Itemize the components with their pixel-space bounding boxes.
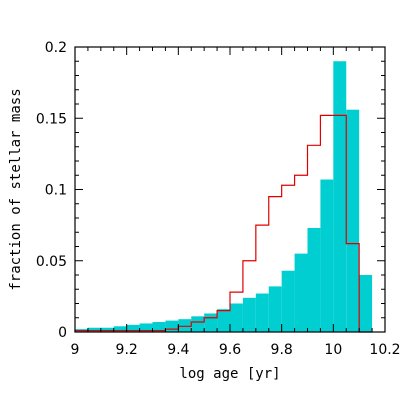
histogram-bar (204, 313, 218, 332)
y-tick-label: 0 (58, 325, 67, 341)
x-tick-label: 9.8 (271, 342, 293, 358)
histogram-bar (281, 270, 295, 332)
x-tick-label: 9 (71, 342, 80, 358)
y-tick-label: 0.05 (36, 254, 67, 270)
histogram-bar (165, 320, 179, 332)
y-axis-label: fraction of stellar mass (8, 88, 24, 290)
x-tick-label: 9.4 (167, 342, 189, 358)
histogram-bar (268, 286, 282, 332)
histogram-bar (255, 293, 269, 332)
histogram-bar (100, 327, 114, 332)
x-axis-label: log age [yr] (179, 366, 280, 382)
histogram-bar (217, 309, 230, 332)
x-tick-label: 9.6 (219, 342, 241, 358)
x-tick-label: 10 (324, 342, 342, 358)
histogram-bar (178, 319, 192, 332)
cyan-histogram-bars (75, 61, 373, 332)
histogram-bar (333, 61, 347, 332)
y-tick-label: 0.15 (36, 111, 67, 127)
axis-ticks (74, 46, 386, 333)
histogram-bar (307, 227, 321, 332)
histogram-bar (320, 179, 334, 332)
histogram-bar (346, 109, 360, 332)
histogram-bar (139, 323, 153, 332)
x-tick-label: 9.2 (116, 342, 138, 358)
histogram-bar (152, 322, 166, 332)
histogram-bar (230, 303, 243, 332)
x-tick-label: 10.2 (369, 342, 400, 358)
y-tick-label: 0.2 (45, 40, 67, 56)
histogram-bar (126, 324, 140, 332)
histogram-bar (294, 253, 308, 332)
histogram-bar (242, 297, 256, 332)
histogram-bar (191, 316, 205, 332)
tick-labels: 9 9.2 9.4 9.6 9.8 10 10.2 0 0.05 0.1 0.15 0.2 (36, 40, 401, 358)
histogram-bar (87, 327, 101, 332)
red-step-histogram-line (74, 114, 373, 333)
histogram-bar (113, 326, 127, 332)
histogram-bar (359, 275, 373, 332)
y-tick-label: 0.1 (45, 183, 67, 199)
